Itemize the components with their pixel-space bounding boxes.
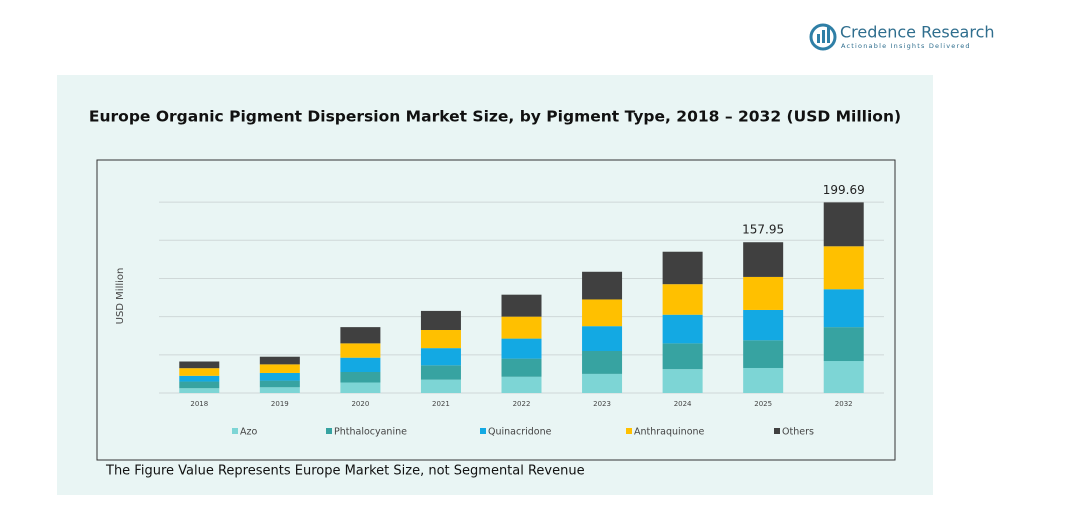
logo-icon	[809, 23, 837, 51]
chart-title: Europe Organic Pigment Dispersion Market…	[89, 108, 901, 126]
bar-segment	[179, 381, 220, 389]
bar-segment	[340, 372, 381, 383]
bar-segment	[743, 242, 784, 277]
logo-icon	[822, 30, 825, 43]
x-tick-label: 2019	[271, 400, 289, 408]
bar-segment	[340, 357, 381, 372]
bar-segment	[420, 365, 461, 380]
bar-segment	[662, 369, 703, 393]
bar-segment	[340, 343, 381, 358]
bar-segment	[823, 361, 864, 393]
bar-segment	[582, 299, 623, 327]
bar-segment	[501, 294, 542, 317]
bar-segment	[582, 373, 623, 393]
bar-segment	[823, 246, 864, 290]
legend-swatch	[326, 428, 332, 434]
bar-segment	[179, 388, 220, 393]
x-tick-label: 2021	[432, 400, 450, 408]
y-axis-label: USD Million	[115, 268, 126, 325]
total-label: 157.95	[742, 223, 784, 237]
legend-label: Phthalocyanine	[334, 427, 407, 438]
bar-segment	[501, 358, 542, 377]
x-tick-label: 2022	[513, 400, 531, 408]
plot: 2018 2019 2020 2021 2022 2023 2024 2025 157.95 20…	[159, 183, 884, 438]
bar-segment	[582, 351, 623, 374]
logo-icon	[817, 34, 820, 43]
bar-segment	[662, 284, 703, 315]
x-tick-label: 2024	[674, 400, 692, 408]
bar-segment	[340, 382, 381, 393]
legend-swatch	[626, 428, 632, 434]
legend-label: Quinacridone	[488, 427, 552, 438]
bar-segment	[743, 340, 784, 368]
bar-segment	[259, 372, 300, 381]
logo-name: Credence Research	[840, 23, 995, 42]
bar-segment	[662, 251, 703, 285]
bar-segment	[823, 202, 864, 247]
x-tick-label: 2032	[835, 400, 853, 408]
bar-segment	[743, 309, 784, 341]
panel	[57, 75, 933, 495]
logo-icon	[827, 26, 830, 43]
bar-segment	[420, 348, 461, 366]
bar-segment	[179, 368, 220, 376]
legend-swatch	[774, 428, 780, 434]
legend-label: Azo	[240, 427, 257, 438]
x-tick-label: 2025	[754, 400, 772, 408]
bar-segment	[501, 338, 542, 359]
x-tick-label: 2018	[190, 400, 208, 408]
legend-label: Others	[782, 427, 814, 438]
total-label: 199.69	[823, 183, 865, 197]
bar-segment	[259, 356, 300, 365]
bar-segment	[340, 327, 381, 344]
logo: Credence Research Actionable Insights De…	[809, 23, 995, 51]
bar-segment	[501, 376, 542, 393]
legend-swatch	[480, 428, 486, 434]
bar-segment	[501, 316, 542, 339]
bar-segment	[662, 314, 703, 344]
bar-segment	[582, 326, 623, 351]
bar-segment	[823, 289, 864, 328]
bar-segment	[823, 327, 864, 362]
x-tick-label: 2023	[593, 400, 611, 408]
bar-segment	[743, 276, 784, 310]
bar-segment	[259, 387, 300, 393]
bar-segment	[179, 361, 220, 369]
bar-segment	[259, 364, 300, 373]
bar-segment	[420, 310, 461, 330]
legend-label: Anthraquinone	[634, 427, 705, 438]
bar-segment	[420, 330, 461, 349]
bar-segment	[582, 271, 623, 300]
bar-segment	[662, 343, 703, 370]
x-tick-label: 2020	[351, 400, 369, 408]
bar-segment	[179, 375, 220, 382]
plot-frame	[96, 159, 896, 461]
bar-segment	[743, 367, 784, 393]
logo-tagline: Actionable Insights Delivered	[841, 42, 971, 50]
bar-segment	[420, 379, 461, 393]
bar-segment	[259, 380, 300, 388]
legend-swatch	[232, 428, 238, 434]
note: The Figure Value Represents Europe Marke…	[105, 464, 585, 479]
